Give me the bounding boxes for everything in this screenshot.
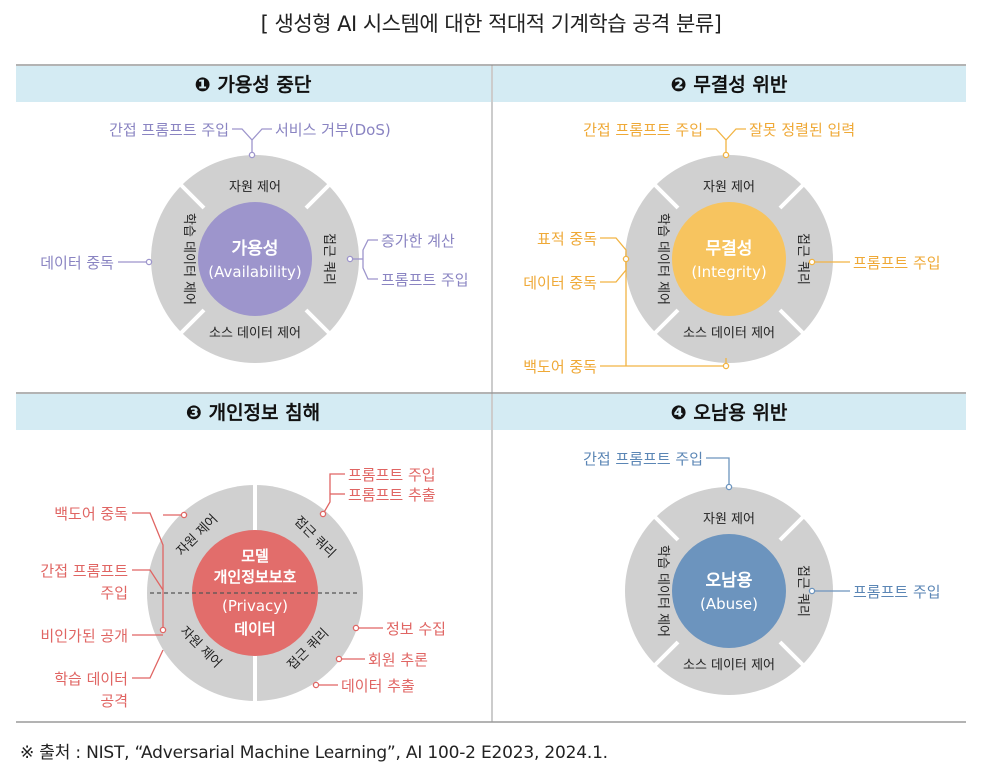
panel-integrity: 무결성 (Integrity) 자원 제어 소스 데이터 제어 학습 데이터 제… [523,121,940,376]
center-line-privacy-protection: 개인정보보호 [214,568,297,586]
segment-top: 자원 제어 [229,180,281,195]
grid-frame [16,64,966,723]
segment-right: 접근 쿼리 [795,233,810,285]
segment-top: 자원 제어 [703,180,755,195]
core-availability [198,202,312,316]
label-backdoor-poisoning: 백도어 중독 [523,358,597,376]
center-title-availability: 가용성 [232,239,279,259]
center-title-integrity: 무결성 [706,239,753,259]
label-data-extraction: 데이터 추출 [341,677,415,695]
label-indirect-prompt: 간접 프롬프트 주입 [583,121,703,139]
panel-abuse: 오남용 (Abuse) 자원 제어 소스 데이터 제어 학습 데이터 제어 접근… [583,450,941,695]
segment-bottom: 소스 데이터 제어 [209,326,301,341]
center-line-data: 데이터 [234,620,275,638]
header-availability: ❶ 가용성 중단 [195,74,312,96]
label-training-data-line2: 공격 [100,692,128,710]
connectors-privacy [132,473,383,686]
label-indirect-prompt: 간접 프롬프트 주입 [109,121,229,139]
header-privacy: ❸ 개인정보 침해 [186,402,320,424]
panel-headers: ❶ 가용성 중단 ❷ 무결성 위반 ❸ 개인정보 침해 ❹ 오남용 위반 [16,66,966,430]
segment-top: 자원 제어 [703,512,755,527]
label-prompt-injection: 프롬프트 주입 [348,466,436,484]
label-membership-inference: 회원 추론 [368,651,428,669]
header-bar-privacy [16,394,491,430]
label-indirect-prompt: 간접 프롬프트 주입 [583,450,703,468]
panel-availability: 가용성 (Availability) 자원 제어 소스 데이터 제어 학습 데이… [40,121,469,363]
label-prompt-injection: 프롬프트 주입 [853,583,941,601]
center-sub-availability: (Availability) [208,263,301,281]
center-title-abuse: 오남용 [706,571,753,591]
segment-right: 접근 쿼리 [795,565,810,617]
label-dos: 서비스 거부(DoS) [275,121,391,139]
core-integrity [672,202,786,316]
core-abuse [672,534,786,648]
header-bar-integrity [493,66,966,102]
header-bar-abuse [493,394,966,430]
label-unauthorized-disclosure: 비인가된 공개 [40,627,128,645]
center-sub-abuse: (Abuse) [700,595,758,613]
label-prompt-extraction: 프롬프트 추출 [348,486,436,504]
header-abuse: ❹ 오남용 위반 [671,402,788,424]
label-training-data-line1: 학습 데이터 [54,670,128,688]
label-misaligned-input: 잘못 정렬된 입력 [749,121,855,139]
segment-left: 학습 데이터 제어 [655,213,670,305]
center-line-privacy: (Privacy) [222,597,288,615]
center-line-model: 모델 [241,547,269,565]
figure-title: [ 생성형 AI 시스템에 대한 적대적 기계학습 공격 분류] [260,12,722,36]
label-indirect-prompt-line1: 간접 프롬프트 [40,562,128,580]
header-bar-availability [16,66,491,102]
header-integrity: ❷ 무결성 위반 [671,74,788,96]
center-sub-integrity: (Integrity) [691,263,766,281]
segment-bottom: 소스 데이터 제어 [683,658,775,673]
label-indirect-prompt-line2: 주입 [100,584,128,602]
connectors-abuse [706,457,850,592]
panel-privacy: 모델 개인정보보호 (Privacy) 데이터 자원 제어 접근 쿼리 자원 제… [40,466,446,710]
label-targeted-poisoning: 표적 중독 [537,230,597,248]
segment-bottom: 소스 데이터 제어 [683,326,775,341]
label-data-poisoning: 데이터 중독 [523,274,597,292]
label-increased-compute: 증가한 계산 [381,232,455,250]
label-prompt-injection: 프롬프트 주입 [381,271,469,289]
label-data-poisoning: 데이터 중독 [40,254,114,272]
label-backdoor-poisoning: 백도어 중독 [54,505,128,523]
segment-right: 접근 쿼리 [321,233,336,285]
connectors-availability [118,128,378,280]
segment-left: 학습 데이터 제어 [655,545,670,637]
segment-left: 학습 데이터 제어 [181,213,196,305]
label-info-gathering: 정보 수집 [386,620,446,638]
label-prompt-injection: 프롬프트 주입 [853,254,941,272]
source-citation: ※ 출처 : NIST, “Adversarial Machine Learni… [20,743,608,763]
